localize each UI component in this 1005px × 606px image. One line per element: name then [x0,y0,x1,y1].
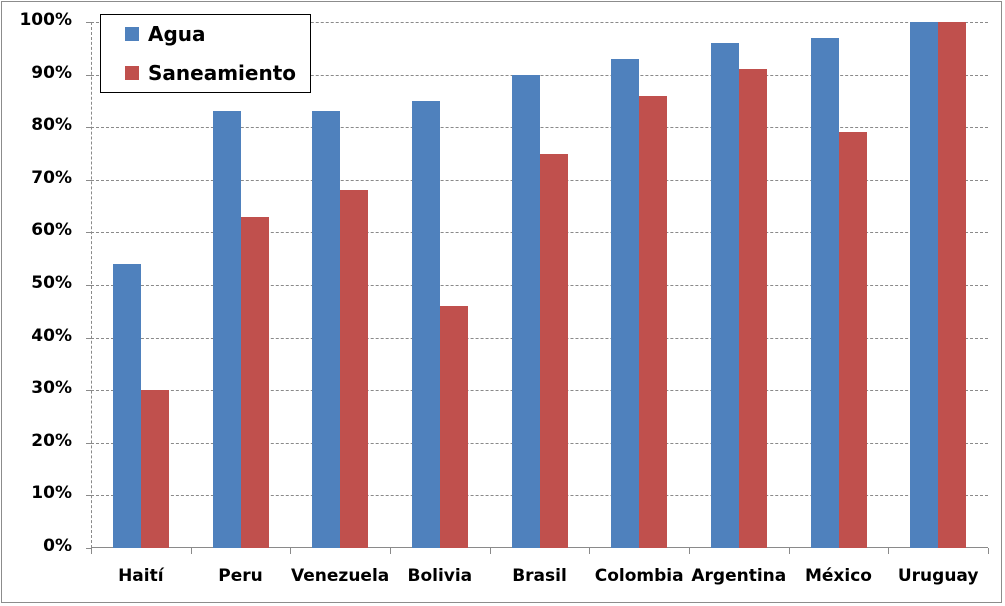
x-tick-label: Bolivia [407,566,473,586]
x-tick [489,548,491,554]
y-tick-label: 40% [31,325,72,346]
x-tick-label: Argentina [691,566,787,586]
bar-saneamiento-brasil [539,153,568,548]
legend-label-saneamiento: Saneamiento [148,61,296,85]
x-tick-label: Uruguay [897,566,979,586]
legend-swatch-agua [125,27,139,41]
gridline [91,22,988,23]
bar-agua-argentina [710,43,739,548]
bar-saneamiento-argentina [738,69,767,548]
y-tick-label: 60% [31,220,72,241]
bar-saneamiento-venezuela [340,190,369,548]
x-tick-label: Peru [218,566,263,586]
y-tick [86,442,91,444]
bar-agua-brasil [511,74,540,548]
x-tick [788,548,790,554]
bar-saneamiento-bolivia [439,306,468,548]
y-tick [86,548,91,549]
x-tick [888,548,890,554]
x-tick [91,548,92,554]
legend-item-agua: Agua [125,22,206,46]
bar-saneamiento-colombia [639,95,668,548]
y-tick-label: 30% [31,378,72,399]
bar-saneamiento-peru [240,216,269,548]
x-tick-label: Colombia [594,566,684,586]
x-tick-label: Brasil [512,566,567,586]
x-tick-label: México [804,566,872,586]
y-tick-label: 80% [31,115,72,136]
y-tick [86,285,91,286]
x-tick [988,548,989,554]
bar-saneamiento-haití [140,390,169,548]
legend-label-agua: Agua [148,22,206,46]
gridline [91,74,988,76]
legend-item-saneamiento: Saneamiento [125,61,296,85]
bar-agua-haití [112,263,141,548]
y-tick-label: 100% [19,10,72,30]
bar-agua-bolivia [411,100,440,548]
x-tick-label: Venezuela [291,566,390,586]
x-tick [190,548,192,554]
y-tick-label: 90% [31,62,72,83]
x-tick [689,548,690,554]
y-tick [86,232,91,234]
y-tick-label: 70% [31,167,72,188]
y-tick [86,495,91,497]
bar-agua-peru [212,111,241,548]
gridline [91,127,988,129]
y-tick [86,127,91,129]
bar-saneamiento-uruguay [938,22,967,548]
x-tick [390,548,391,554]
x-tick-label: Haití [118,566,164,586]
y-tick [86,337,91,339]
legend-swatch-saneamiento [125,66,139,80]
legend: Agua Saneamiento [100,14,311,93]
bar-agua-uruguay [910,22,939,548]
bar-saneamiento-méxico [838,132,867,548]
bar-agua-colombia [611,58,640,548]
y-tick [86,179,91,181]
y-tick-label: 50% [31,273,72,293]
bar-agua-méxico [810,37,839,548]
x-tick [589,548,591,554]
y-tick-label: 10% [31,483,72,504]
y-tick-label: 0% [43,536,72,556]
y-tick [86,74,91,76]
x-tick [290,548,292,554]
plot-area [86,22,989,554]
bar-agua-venezuela [312,111,341,548]
y-tick [86,390,91,392]
y-tick [86,22,91,23]
y-tick-label: 20% [31,430,72,451]
